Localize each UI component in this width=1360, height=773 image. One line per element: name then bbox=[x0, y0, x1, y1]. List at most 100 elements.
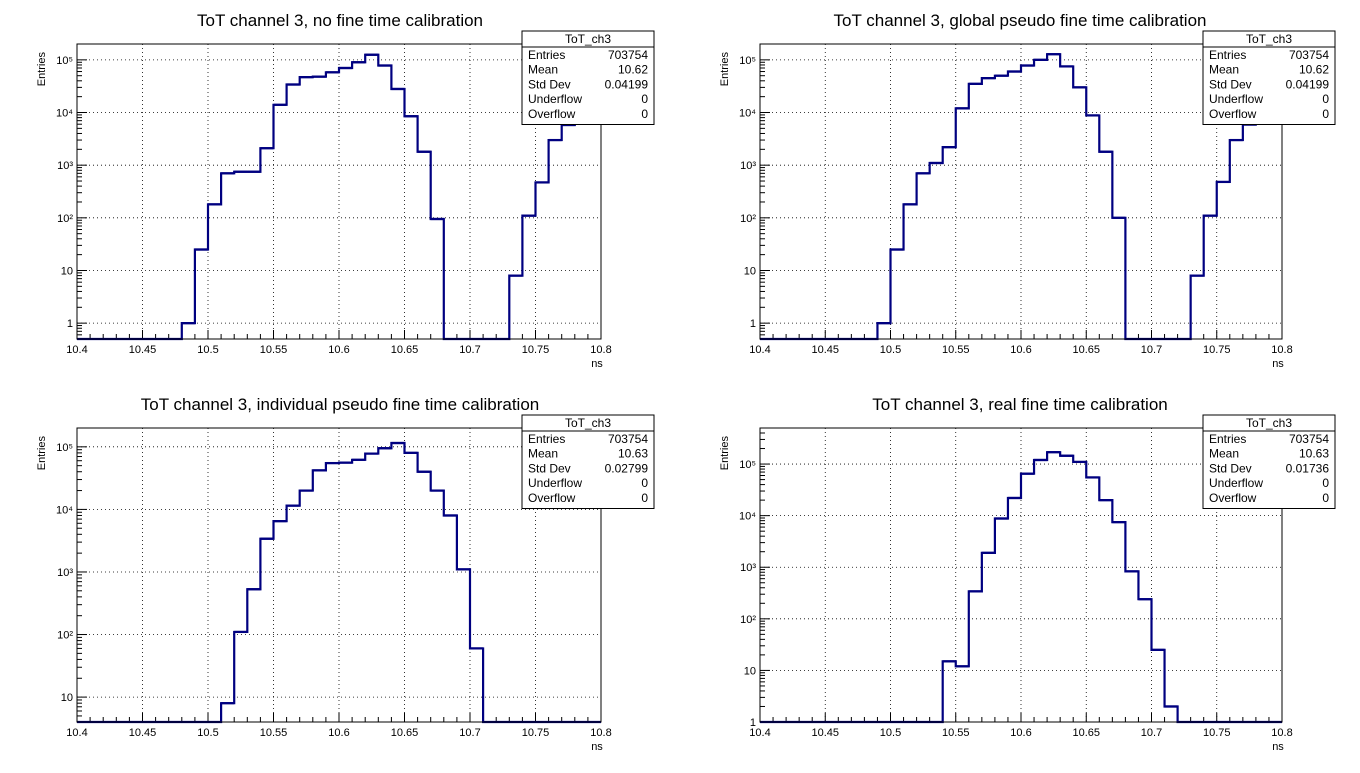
x-axis-label: ns bbox=[591, 358, 603, 370]
stats-box-title: ToT_ch3 bbox=[1246, 416, 1292, 430]
x-tick-label: 10.55 bbox=[260, 344, 288, 356]
stats-value: 10.62 bbox=[618, 63, 648, 77]
y-tick-label: 10 bbox=[744, 265, 756, 277]
stats-value: 0 bbox=[1322, 92, 1329, 106]
x-tick-label: 10.45 bbox=[129, 344, 157, 356]
chart-panel-3: ToT channel 3, individual pseudo fine ti… bbox=[36, 395, 655, 753]
stats-label: Mean bbox=[528, 63, 558, 77]
y-tick-label: 10³ bbox=[740, 562, 756, 574]
y-tick-label: 10⁴ bbox=[56, 504, 73, 516]
grid-lines bbox=[77, 44, 601, 339]
y-tick-label: 10⁴ bbox=[739, 511, 756, 523]
x-tick-label: 10.7 bbox=[459, 727, 480, 739]
histogram-bins bbox=[221, 441, 484, 705]
x-tick-label: 10.75 bbox=[1203, 727, 1231, 739]
stats-value: 703754 bbox=[608, 48, 648, 62]
stats-label: Mean bbox=[1209, 447, 1239, 461]
x-tick-label: 10.55 bbox=[942, 344, 970, 356]
stats-value: 0 bbox=[641, 107, 648, 121]
y-tick-label: 1 bbox=[67, 318, 73, 330]
stats-label: Overflow bbox=[528, 107, 576, 121]
x-tick-label: 10.75 bbox=[522, 727, 550, 739]
y-tick-label: 10 bbox=[61, 265, 73, 277]
chart-title: ToT channel 3, global pseudo fine time c… bbox=[834, 11, 1207, 30]
stats-label: Entries bbox=[528, 48, 565, 62]
stats-value: 0.04199 bbox=[1286, 77, 1330, 91]
x-tick-label: 10.7 bbox=[459, 344, 480, 356]
stats-label: Entries bbox=[1209, 48, 1246, 62]
histogram-line bbox=[77, 441, 601, 724]
x-tick-label: 10.6 bbox=[1010, 727, 1031, 739]
stats-box-title: ToT_ch3 bbox=[1246, 32, 1292, 46]
stats-label: Entries bbox=[1209, 432, 1246, 446]
stats-label: Mean bbox=[1209, 63, 1239, 77]
x-tick-label: 10.6 bbox=[1010, 344, 1031, 356]
y-tick-label: 10² bbox=[740, 213, 756, 225]
chart-panel-2: ToT channel 3, global pseudo fine time c… bbox=[719, 11, 1336, 370]
x-tick-label: 10.65 bbox=[1072, 727, 1100, 739]
stats-value: 0 bbox=[641, 476, 648, 490]
stats-label: Overflow bbox=[528, 491, 576, 505]
y-ticks bbox=[77, 43, 87, 340]
y-axis-label: Entries bbox=[36, 436, 48, 471]
y-tick-label: 10⁴ bbox=[56, 108, 73, 120]
y-ticks bbox=[77, 427, 87, 723]
y-tick-label: 10² bbox=[57, 213, 73, 225]
x-tick-label: 10.4 bbox=[749, 727, 770, 739]
stats-label: Underflow bbox=[528, 92, 582, 106]
stats-value: 703754 bbox=[1289, 432, 1329, 446]
stats-label: Std Dev bbox=[1209, 461, 1252, 475]
stats-value: 0 bbox=[641, 491, 648, 505]
grid-lines bbox=[77, 428, 601, 722]
x-minor-ticks bbox=[76, 713, 602, 722]
y-tick-label: 1 bbox=[750, 318, 756, 330]
y-ticks bbox=[760, 427, 770, 723]
y-tick-label: 10⁵ bbox=[56, 55, 73, 67]
x-axis-label: ns bbox=[1272, 358, 1284, 370]
y-tick-label: 10⁵ bbox=[739, 55, 756, 67]
y-tick-label: 10³ bbox=[57, 160, 73, 172]
stats-label: Overflow bbox=[1209, 107, 1257, 121]
y-tick-label: 10⁴ bbox=[739, 108, 756, 120]
x-tick-label: 10.6 bbox=[328, 727, 349, 739]
y-tick-label: 10² bbox=[57, 630, 73, 642]
stats-value: 0.02799 bbox=[605, 461, 649, 475]
x-tick-label: 10.65 bbox=[391, 727, 419, 739]
histogram-bins bbox=[942, 451, 1178, 708]
x-tick-label: 10.8 bbox=[590, 727, 611, 739]
x-tick-label: 10.5 bbox=[197, 344, 218, 356]
stats-box-title: ToT_ch3 bbox=[565, 416, 611, 430]
x-tick-label: 10.55 bbox=[260, 727, 288, 739]
chart-title: ToT channel 3, real fine time calibratio… bbox=[872, 395, 1167, 414]
x-tick-label: 10.55 bbox=[942, 727, 970, 739]
plot-frame bbox=[76, 427, 602, 723]
plot-frame bbox=[759, 43, 1283, 340]
x-minor-ticks bbox=[759, 713, 1283, 722]
x-tick-label: 10.5 bbox=[197, 727, 218, 739]
x-tick-label: 10.4 bbox=[66, 727, 87, 739]
stats-value: 703754 bbox=[1289, 48, 1329, 62]
stats-value: 0.01736 bbox=[1286, 461, 1330, 475]
stats-label: Underflow bbox=[1209, 476, 1263, 490]
y-tick-label: 10⁵ bbox=[56, 442, 73, 454]
stats-value: 0.04199 bbox=[605, 77, 649, 91]
x-tick-label: 10.4 bbox=[749, 344, 770, 356]
stats-label: Std Dev bbox=[528, 77, 571, 91]
stats-label: Entries bbox=[528, 432, 565, 446]
stats-label: Underflow bbox=[528, 476, 582, 490]
x-axis-label: ns bbox=[1272, 741, 1284, 753]
y-ticks bbox=[760, 43, 770, 340]
x-tick-label: 10.75 bbox=[1203, 344, 1231, 356]
x-tick-label: 10.65 bbox=[1072, 344, 1100, 356]
plot-frame bbox=[759, 427, 1283, 723]
y-tick-label: 10² bbox=[740, 614, 756, 626]
stats-label: Std Dev bbox=[528, 461, 571, 475]
x-tick-label: 10.5 bbox=[880, 344, 901, 356]
y-tick-label: 10 bbox=[61, 692, 73, 704]
x-tick-label: 10.8 bbox=[1271, 727, 1292, 739]
stats-value: 10.63 bbox=[1299, 447, 1329, 461]
